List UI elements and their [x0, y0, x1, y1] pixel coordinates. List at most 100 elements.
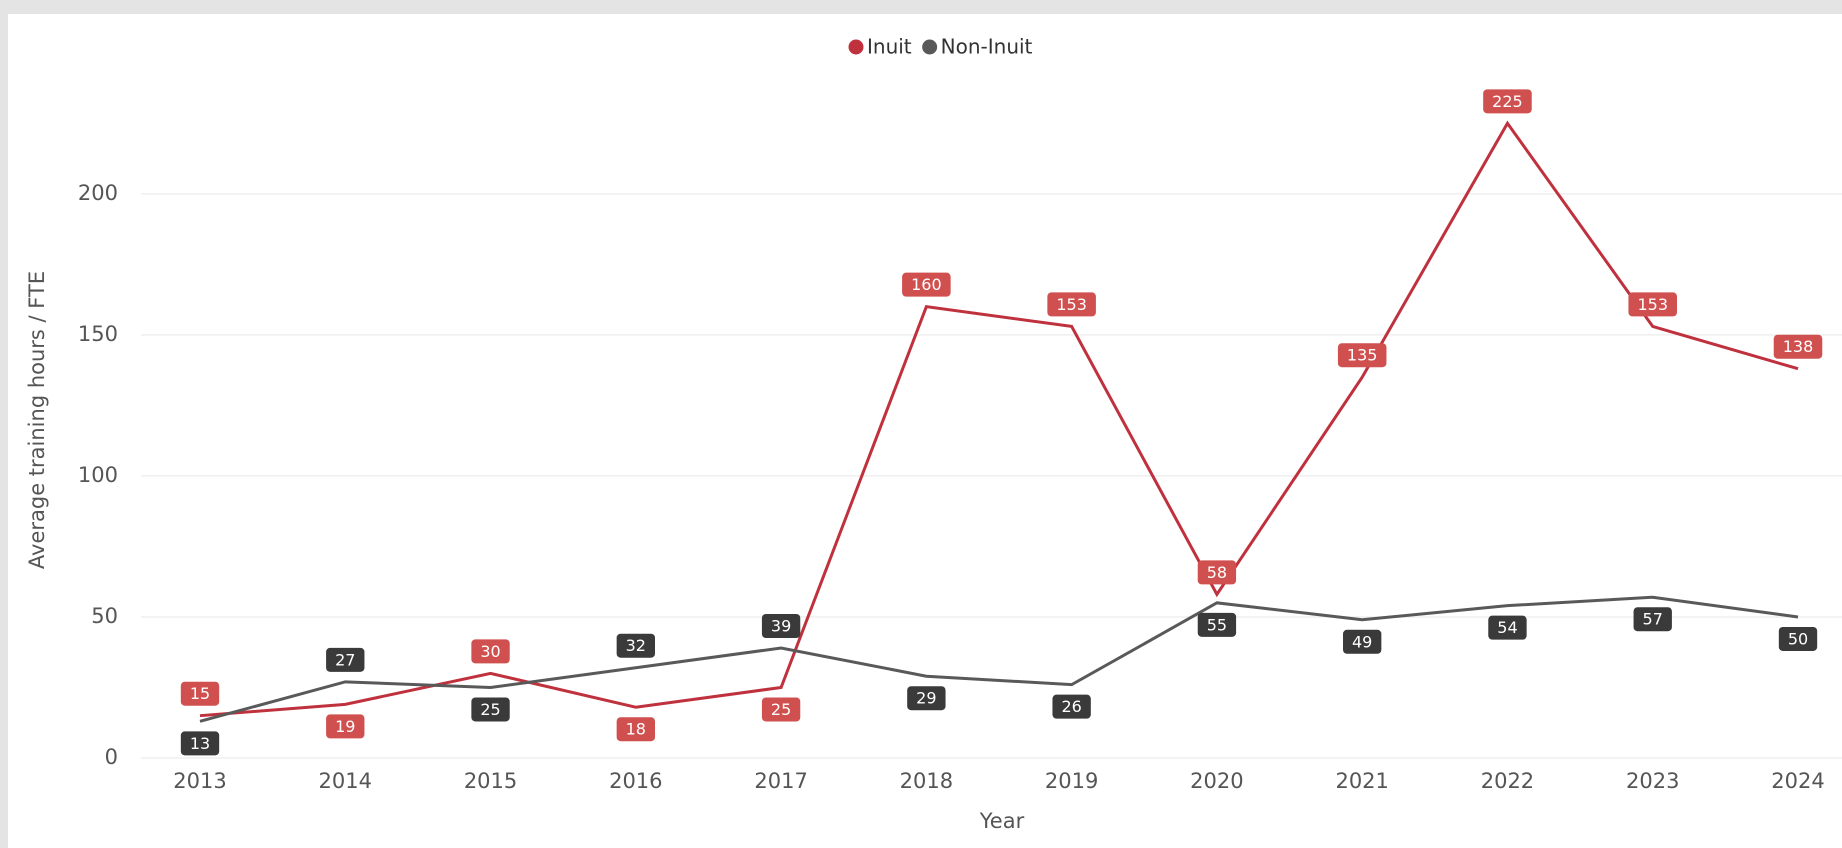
data-label: 135 — [1347, 346, 1378, 365]
data-label-group: 26 — [1052, 694, 1091, 719]
x-tick-label: 2023 — [1626, 769, 1679, 793]
y-tick-label: 100 — [78, 463, 118, 487]
data-label-group: 160 — [902, 272, 951, 297]
panel — [8, 14, 1842, 848]
legend-label: Inuit — [867, 35, 912, 59]
data-label-group: 39 — [761, 613, 801, 638]
data-label: 32 — [626, 636, 646, 655]
y-tick-label: 0 — [105, 745, 118, 769]
data-label: 55 — [1207, 615, 1227, 634]
data-label: 138 — [1783, 337, 1814, 356]
data-label-group: 25 — [761, 697, 801, 722]
data-label-box — [1197, 560, 1237, 585]
data-label-group: 18 — [616, 717, 655, 742]
data-label-box — [1488, 615, 1527, 640]
data-label: 225 — [1492, 92, 1523, 111]
data-label-box — [1633, 607, 1672, 632]
data-label-group: 29 — [907, 686, 946, 711]
data-label: 19 — [335, 717, 355, 736]
y-tick-label: 150 — [78, 322, 118, 346]
data-label: 27 — [335, 650, 355, 669]
x-tick-label: 2017 — [754, 769, 807, 793]
data-label: 57 — [1643, 610, 1663, 629]
data-label-group: 49 — [1343, 629, 1382, 654]
x-tick-label: 2015 — [464, 769, 517, 793]
data-label-box — [471, 697, 510, 722]
y-axis-label: Average training hours / FTE — [25, 271, 49, 569]
y-tick-label: 50 — [91, 604, 118, 628]
data-label: 15 — [190, 684, 210, 703]
data-label-box — [1773, 334, 1823, 359]
series-line — [199, 595, 1799, 723]
x-tick-label: 2024 — [1771, 769, 1824, 793]
data-label-group: 135 — [1337, 343, 1387, 368]
data-label: 160 — [911, 275, 942, 294]
data-label-box — [902, 272, 951, 297]
data-label-group: 30 — [471, 639, 510, 664]
data-label-box — [180, 681, 220, 706]
data-label: 25 — [480, 700, 500, 719]
data-label-group: 25 — [471, 697, 510, 722]
data-label-group: 57 — [1633, 607, 1672, 632]
data-label-box — [761, 613, 801, 638]
data-label-group: 153 — [1047, 292, 1096, 317]
x-tick-label: 2021 — [1335, 769, 1388, 793]
data-label: 153 — [1056, 295, 1087, 314]
data-label: 18 — [626, 720, 646, 739]
data-label: 25 — [771, 700, 791, 719]
data-label-group: 153 — [1628, 292, 1678, 317]
data-label-box — [1343, 629, 1382, 654]
data-label-box — [616, 717, 655, 742]
data-label-box — [1483, 89, 1532, 114]
legend-marker — [922, 39, 938, 55]
data-label-group: 27 — [326, 647, 365, 672]
data-label-group: 138 — [1773, 334, 1823, 359]
data-label-group: 58 — [1197, 560, 1237, 585]
data-label: 39 — [771, 616, 791, 635]
data-label-box — [616, 633, 655, 658]
data-label-group: 225 — [1483, 89, 1532, 114]
data-label-box — [907, 686, 946, 711]
data-label: 30 — [480, 642, 500, 661]
data-label-box — [1337, 343, 1387, 368]
legend-label: Non-Inuit — [941, 35, 1033, 59]
data-label: 58 — [1207, 563, 1227, 582]
x-axis-label: Year — [979, 809, 1025, 833]
data-label-box — [326, 714, 365, 739]
series-line — [199, 120, 1799, 718]
data-label-box — [1052, 694, 1091, 719]
data-label: 153 — [1637, 295, 1668, 314]
data-label-box — [180, 731, 220, 756]
data-label-box — [761, 697, 801, 722]
data-label: 26 — [1061, 697, 1081, 716]
x-tick-label: 2020 — [1190, 769, 1243, 793]
data-label-group: 15 — [180, 681, 220, 706]
x-tick-label: 2019 — [1045, 769, 1098, 793]
data-label-box — [326, 647, 365, 672]
data-label-box — [1628, 292, 1678, 317]
data-label: 29 — [916, 689, 936, 708]
x-tick-label: 2022 — [1481, 769, 1534, 793]
x-tick-label: 2018 — [900, 769, 953, 793]
x-tick-label: 2013 — [173, 769, 226, 793]
data-label: 49 — [1352, 632, 1372, 651]
data-label: 54 — [1497, 618, 1517, 637]
data-label-group: 50 — [1778, 626, 1818, 651]
data-label-group: 54 — [1488, 615, 1527, 640]
legend-marker — [848, 39, 864, 55]
data-label-group: 19 — [326, 714, 365, 739]
data-label-box — [1047, 292, 1096, 317]
data-label-box — [1197, 612, 1237, 637]
data-label-group: 32 — [616, 633, 655, 658]
data-label-group: 13 — [180, 731, 220, 756]
data-label: 50 — [1788, 629, 1808, 648]
data-label: 13 — [190, 734, 210, 753]
x-tick-label: 2014 — [319, 769, 372, 793]
y-tick-label: 200 — [78, 181, 118, 205]
data-label-box — [1778, 626, 1818, 651]
x-tick-label: 2016 — [609, 769, 662, 793]
data-label-box — [471, 639, 510, 664]
data-label-group: 55 — [1197, 612, 1237, 637]
